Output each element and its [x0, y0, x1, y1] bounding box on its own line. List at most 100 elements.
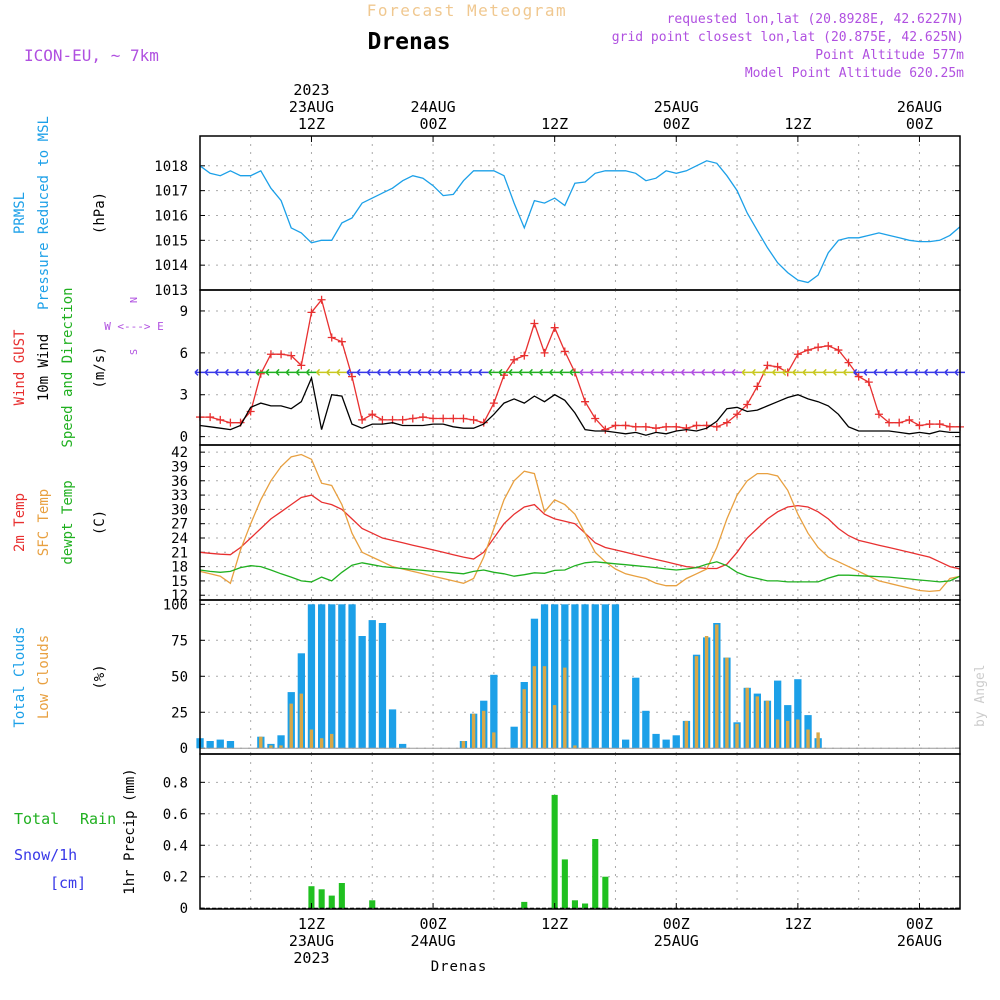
info-line-4: Model Point Altitude 620.25m [745, 66, 964, 81]
total-clouds-bar [318, 604, 326, 749]
wind-direction-arrow [802, 368, 813, 376]
total-clouds-bar [348, 604, 356, 749]
top-time-label: 00Z [420, 115, 447, 133]
wind-direction-arrow [437, 368, 449, 376]
total-rain-bar [571, 900, 578, 909]
wind-direction-arrow [508, 368, 520, 376]
low-clouds-bar [299, 693, 303, 749]
wind-direction-arrow [468, 368, 479, 376]
low-clouds-bar [684, 720, 689, 749]
y-tick-label: 27 [171, 517, 188, 533]
wind-gust-line [200, 298, 960, 431]
low-clouds-bar [765, 700, 770, 749]
wind-direction-arrow [589, 368, 601, 376]
total-rain-bar [308, 886, 315, 909]
y-axis-label: Snow/1h [14, 846, 77, 864]
total-clouds-bar [611, 604, 620, 749]
info-line-3: Point Altitude 577m [815, 48, 964, 63]
bottom-time-label: 00Z [663, 915, 690, 933]
wind-direction-arrow [731, 368, 743, 376]
top-time-label: 26AUG [897, 98, 942, 116]
gust-marker [641, 422, 650, 431]
gust-marker [824, 341, 833, 350]
y-axis-label: (m/s) [92, 346, 108, 388]
gust-marker [368, 410, 377, 419]
y-tick-label: 25 [171, 705, 188, 721]
gust-marker [925, 420, 934, 429]
gust-marker [844, 358, 853, 367]
wind-direction-arrow [336, 368, 347, 376]
y-tick-label: 1015 [154, 233, 188, 249]
wind-direction-arrow [518, 368, 530, 376]
total-rain-bar [318, 889, 325, 909]
wind-direction-arrow [275, 368, 287, 376]
top-time-label: 12Z [784, 115, 811, 133]
low-clouds-bar [715, 624, 719, 749]
gust-marker [915, 421, 924, 430]
bottom-title: Drenas [431, 959, 488, 975]
y-axis-label: Pressure Reduced to MSL [36, 116, 52, 310]
wind-direction-arrow [609, 368, 621, 376]
y-tick-label: 0.6 [163, 807, 188, 823]
y-tick-label: 1014 [154, 258, 188, 274]
top-time-label: 12Z [541, 115, 568, 133]
top-time-label: 25AUG [654, 98, 699, 116]
gust-marker [885, 418, 894, 427]
gust-marker [469, 415, 478, 424]
dewpt-temp-line [199, 561, 961, 583]
low-clouds-bar [735, 723, 739, 749]
2m-temp-line [199, 494, 961, 570]
gust-marker [327, 333, 336, 342]
wind-direction-arrow [863, 368, 874, 376]
total-rain-bar [328, 895, 335, 909]
gust-marker [601, 425, 610, 434]
wind-direction-arrow [366, 368, 378, 376]
gust-marker [722, 418, 731, 427]
low-clouds-bar [289, 703, 293, 749]
y-tick-label: 1013 [154, 283, 188, 299]
bottom-time-label: 12Z [541, 915, 568, 933]
wind-direction-arrow [660, 368, 672, 376]
y-tick-label: 75 [171, 633, 188, 649]
y-tick-label: 18 [171, 560, 188, 576]
wind-direction-arrow [539, 368, 550, 376]
y-tick-label: 36 [171, 474, 188, 490]
wind-direction-arrow [630, 368, 641, 376]
y-tick-label: 6 [180, 346, 188, 362]
wind-direction-arrow [255, 368, 266, 376]
wind-direction-arrow [782, 368, 793, 376]
low-clouds-bar [309, 729, 314, 749]
wind-direction-arrow [620, 368, 631, 376]
wind-direction-arrow [549, 368, 560, 376]
wind-direction-arrow [670, 368, 682, 376]
y-axis-label: Total Clouds [12, 626, 28, 727]
total-rain-bar [592, 839, 599, 909]
y-axis-label: Rain [80, 810, 116, 828]
wind-panel: 0 3 6 9 Wind GUST 10m Wind Speed and Direction… [12, 287, 965, 448]
y-tick-label: 0.2 [163, 870, 188, 886]
wind-direction-arrow [843, 368, 854, 376]
wind-direction-arrow [792, 368, 803, 376]
y-axis-label: SFC Temp [36, 489, 52, 556]
gust-marker [277, 350, 286, 359]
info-line-2: grid point closest lon,lat (20.875E, 42.… [612, 30, 964, 45]
low-clouds-bar [725, 657, 729, 749]
y-tick-label: 0 [180, 901, 188, 917]
total-clouds-bar [794, 679, 802, 749]
y-tick-label: 15 [171, 574, 188, 590]
wind-direction-arrow [387, 368, 398, 376]
total-clouds-bar [277, 735, 285, 749]
wind-direction-arrow [427, 368, 439, 376]
y-axis-label: (hPa) [92, 192, 108, 234]
y-tick-label: 33 [171, 488, 188, 504]
gust-marker [692, 421, 701, 430]
bottom-time-label: 00Z [420, 915, 447, 933]
gust-marker [206, 413, 215, 422]
total-clouds-bar [399, 743, 407, 749]
low-clouds-bar [775, 719, 780, 749]
top-time-label: 00Z [906, 115, 933, 133]
total-clouds-bar [622, 739, 630, 749]
pressure-panel: 1013 1014 1015 1016 1017 1018 PRMSL Pressure Re… [12, 116, 961, 310]
gust-marker [307, 308, 316, 317]
